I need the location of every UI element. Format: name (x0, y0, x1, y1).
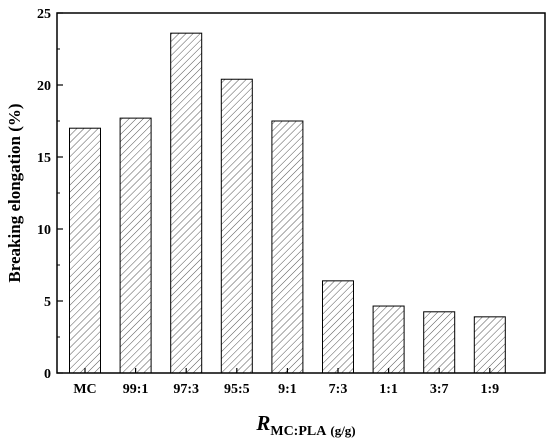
x-tick-label: 97:3 (173, 382, 199, 397)
x-tick-label: 95:5 (224, 382, 250, 397)
bar-97-3 (170, 32, 203, 374)
y-tick-label: 20 (37, 79, 51, 94)
x-tick-labels-group: MC 99:1 97:3 95:5 9:1 7:3 1:1 3:7 1:9 (73, 368, 499, 397)
y-tick-label: 10 (37, 223, 51, 238)
bar-mc (69, 127, 101, 374)
x-tick-label: 1:9 (480, 382, 499, 397)
y-tick-label: 25 (37, 7, 51, 22)
x-axis-label: RMC:PLA (g/g) (255, 411, 355, 439)
bars-group (69, 32, 506, 374)
bar-7-3 (322, 280, 354, 374)
x-tick-label: 99:1 (123, 382, 149, 397)
y-ticks-group: 0 5 10 15 20 25 (37, 7, 63, 382)
x-tick-label: 9:1 (278, 382, 297, 397)
y-tick-label: 15 (37, 151, 51, 166)
bar-9-1 (271, 120, 304, 374)
x-tick-label: MC (73, 382, 96, 397)
x-tick-label: 1:1 (379, 382, 398, 397)
plot-frame (56, 12, 546, 374)
bar-95-5 (220, 78, 253, 374)
y-axis-label: Breaking elongation (%) (5, 103, 24, 282)
x-axis-label-unit: (g/g) (330, 423, 355, 438)
bar-99-1 (119, 117, 152, 374)
bar-3-7 (423, 311, 456, 374)
y-tick-label: 5 (44, 295, 51, 310)
y-tick-label: 0 (44, 367, 51, 382)
x-tick-label: 7:3 (329, 382, 348, 397)
bar-1-1 (372, 305, 405, 374)
x-tick-label: 3:7 (430, 382, 449, 397)
x-axis-label-main: R (255, 411, 270, 435)
x-axis-label-subscript: MC:PLA (270, 424, 327, 439)
bar-1-9 (473, 316, 506, 374)
